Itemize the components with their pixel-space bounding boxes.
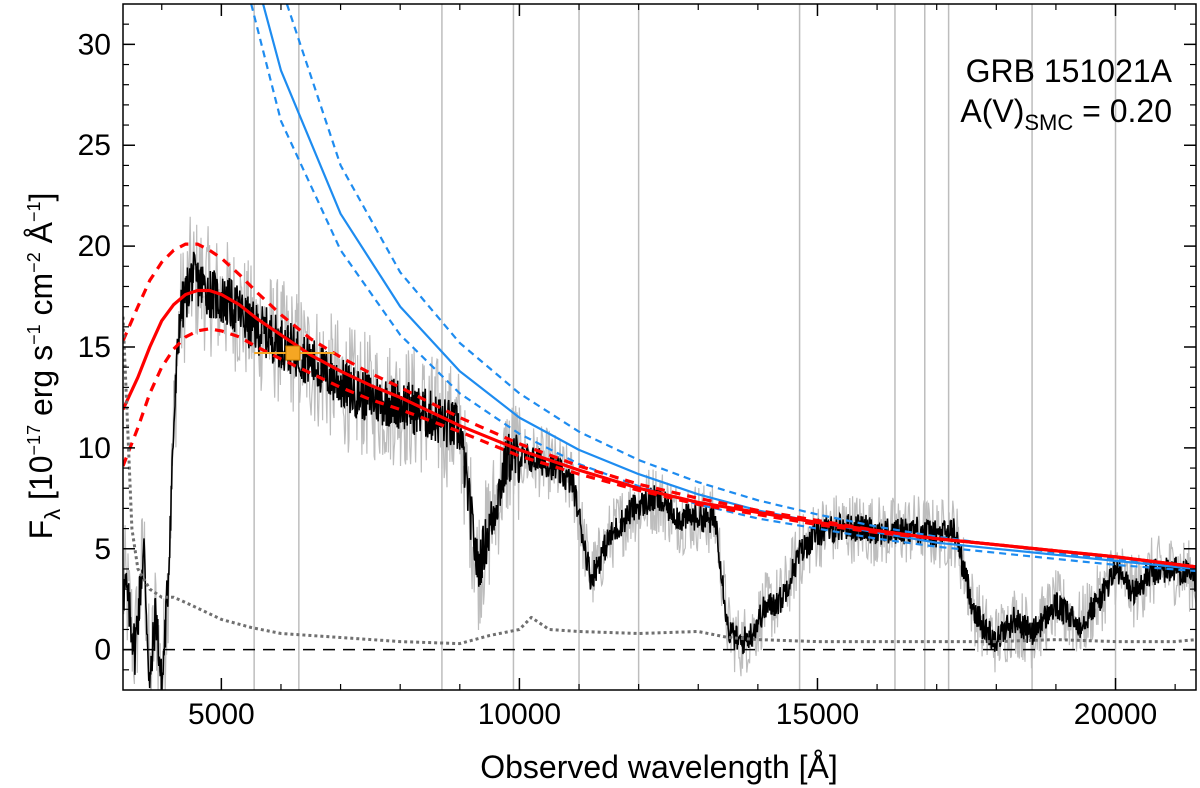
plot-frame [122, 3, 1197, 691]
y-axis-title-part-b: erg s [23, 345, 59, 425]
axis-ticks: 5000 10000 15000 20000 0 5 10 15 20 25 30 [78, 4, 1196, 731]
y-axis-title-subscript: λ [40, 509, 65, 520]
legend-extinction: A(V)SMC = 0.20 [960, 93, 1172, 135]
y-axis-title-part-c: cm [23, 273, 59, 325]
y-tick-label: 20 [78, 230, 111, 263]
y-axis-title-part-a: [10 [23, 455, 59, 508]
y-tick-label: 5 [94, 533, 111, 566]
y-axis-title: Fλ [10−17 erg s−1 cm−2 Å−1] [23, 193, 65, 540]
series-line-intrinsic-model-lower-bound [250, 4, 1196, 573]
legend-av-label: A(V) [960, 93, 1024, 129]
x-tick-label: 15000 [776, 698, 859, 731]
y-axis-title-exp3: −2 [24, 252, 44, 273]
x-tick-label: 20000 [1074, 698, 1157, 731]
x-tick-label: 10000 [478, 698, 561, 731]
legend-grb-name: GRB 151021A [966, 53, 1173, 89]
legend-av-value: = 0.20 [1073, 93, 1172, 129]
y-axis-title-symbol: F [23, 520, 59, 540]
marks-layer [254, 345, 335, 361]
x-axis-title: Observed wavelength [Å] [480, 749, 838, 785]
y-axis-title-exp1: −17 [24, 425, 44, 456]
series-line-intrinsic-power-law-model [262, 4, 1196, 570]
y-tick-label: 25 [78, 129, 111, 162]
y-axis-title-exp4: −1 [24, 202, 44, 223]
series-layer [123, 4, 1196, 690]
y-tick-label: 15 [78, 331, 111, 364]
x-tick-label: 5000 [188, 698, 255, 731]
y-axis-title-part-e: ] [23, 193, 59, 202]
unbinned-spectrum [123, 4, 1196, 690]
legend-smc-subscript: SMC [1024, 110, 1073, 135]
y-axis-title-part-d: Å [23, 221, 59, 252]
y-tick-label: 10 [78, 432, 111, 465]
binned-spectrum-line [123, 251, 1196, 690]
series-line-error-spectrum [123, 316, 1196, 646]
y-tick-label: 0 [94, 634, 111, 667]
photometry-point [285, 345, 301, 361]
series-line-smc-model-upper-bound [123, 242, 1196, 569]
y-tick-label: 30 [78, 28, 111, 61]
y-axis-title-exp2: −1 [24, 324, 44, 345]
